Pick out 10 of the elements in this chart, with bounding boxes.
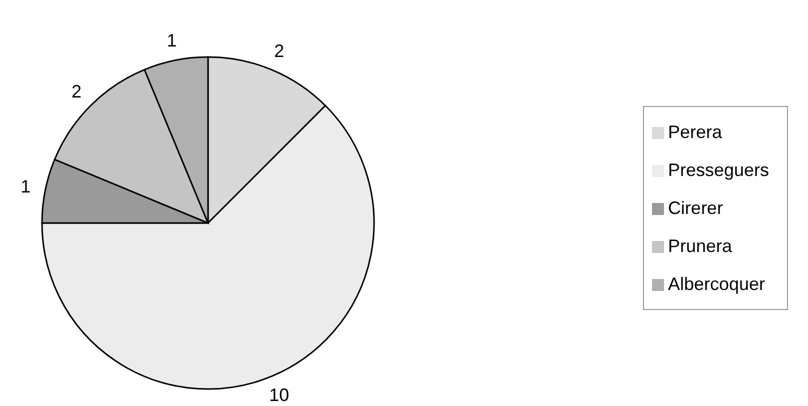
data-label: 2 <box>274 41 284 62</box>
data-label: 1 <box>20 176 31 197</box>
data-label: 10 <box>269 384 290 405</box>
legend-label: Prunera <box>668 236 732 256</box>
data-label: 2 <box>71 81 82 102</box>
data-label: 1 <box>166 30 177 51</box>
legend-label: Albercoquer <box>668 274 765 294</box>
legend-label: Presseguers <box>668 160 769 180</box>
legend-label: Perera <box>668 122 722 142</box>
legend-label: Cirerer <box>668 198 723 218</box>
